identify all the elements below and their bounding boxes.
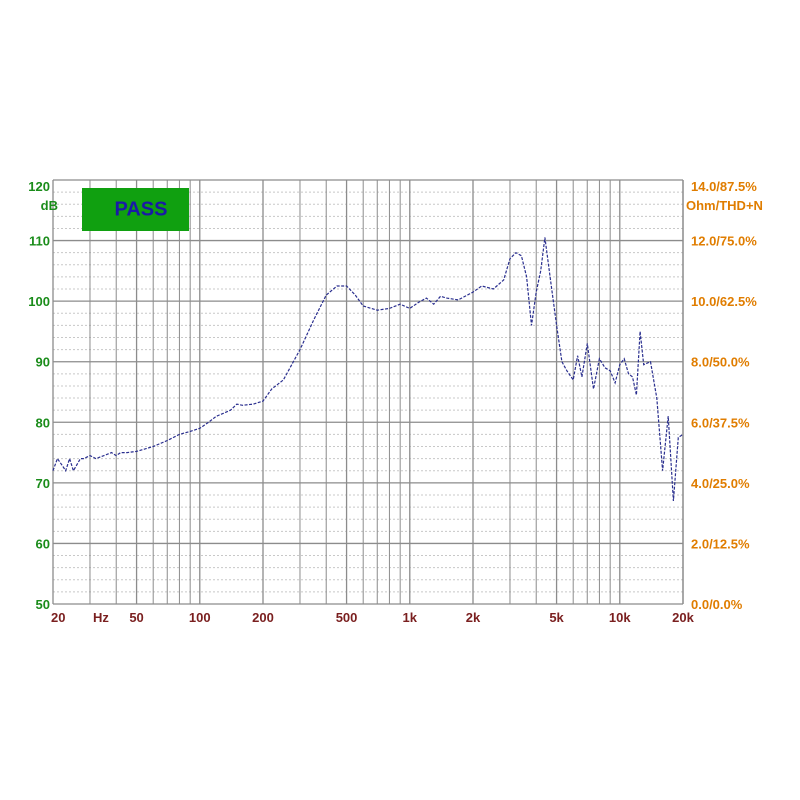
minor-grid [53,191,683,593]
pass-badge-box [82,188,189,231]
left-axis-unit-label: dB [41,198,58,213]
left-axis-tick-label: 60 [36,536,50,551]
left-axis-tick-label: 100 [28,294,50,309]
x-axis-unit-label: Hz [93,610,109,625]
x-axis-tick-label: 200 [252,610,274,625]
right-axis-tick-label: 2.0/12.5% [691,536,750,551]
x-axis-tick-label: 10k [609,610,631,625]
right-axis-tick-label: 0.0/0.0% [691,597,743,612]
x-axis-tick-labels: 20 50 100 200 500 1k 2k 5k 10k 20k [51,610,695,625]
pass-badge: PASS [82,188,189,231]
x-axis-tick-label: 50 [129,610,143,625]
x-axis-tick-label: 2k [466,610,481,625]
right-axis-tick-label: 4.0/25.0% [691,476,750,491]
left-axis-tick-label: 80 [36,415,50,430]
left-axis-tick-label: 50 [36,597,50,612]
left-axis-tick-label: 90 [36,355,50,370]
x-axis-tick-label: 20k [672,610,694,625]
left-axis-tick-label: 70 [36,476,50,491]
left-axis-tick-labels: 50 60 70 80 90 100 110 120 [28,179,50,612]
right-axis-tick-label: 8.0/50.0% [691,355,750,370]
x-axis-tick-label: 100 [189,610,211,625]
right-axis-unit-label: Ohm/THD+N [686,198,763,213]
spl-curve-line [52,237,684,502]
x-axis-tick-label: 20 [51,610,65,625]
left-axis-tick-label: 120 [28,179,50,194]
x-axis-tick-label: 5k [549,610,564,625]
right-axis-tick-label: 6.0/37.5% [691,415,750,430]
x-axis-tick-label: 1k [403,610,418,625]
x-axis-tick-label: 500 [336,610,358,625]
right-axis-tick-label: 12.0/75.0% [691,234,757,249]
right-axis-tick-label: 10.0/62.5% [691,294,757,309]
major-grid [52,179,684,605]
pass-badge-label: PASS [115,198,168,220]
left-axis-tick-label: 110 [29,234,50,249]
right-axis-tick-label: 14.0/87.5% [691,179,757,194]
right-axis-tick-labels: 0.0/0.0% 2.0/12.5% 4.0/25.0% 6.0/37.5% 8.0/5… [691,179,757,612]
